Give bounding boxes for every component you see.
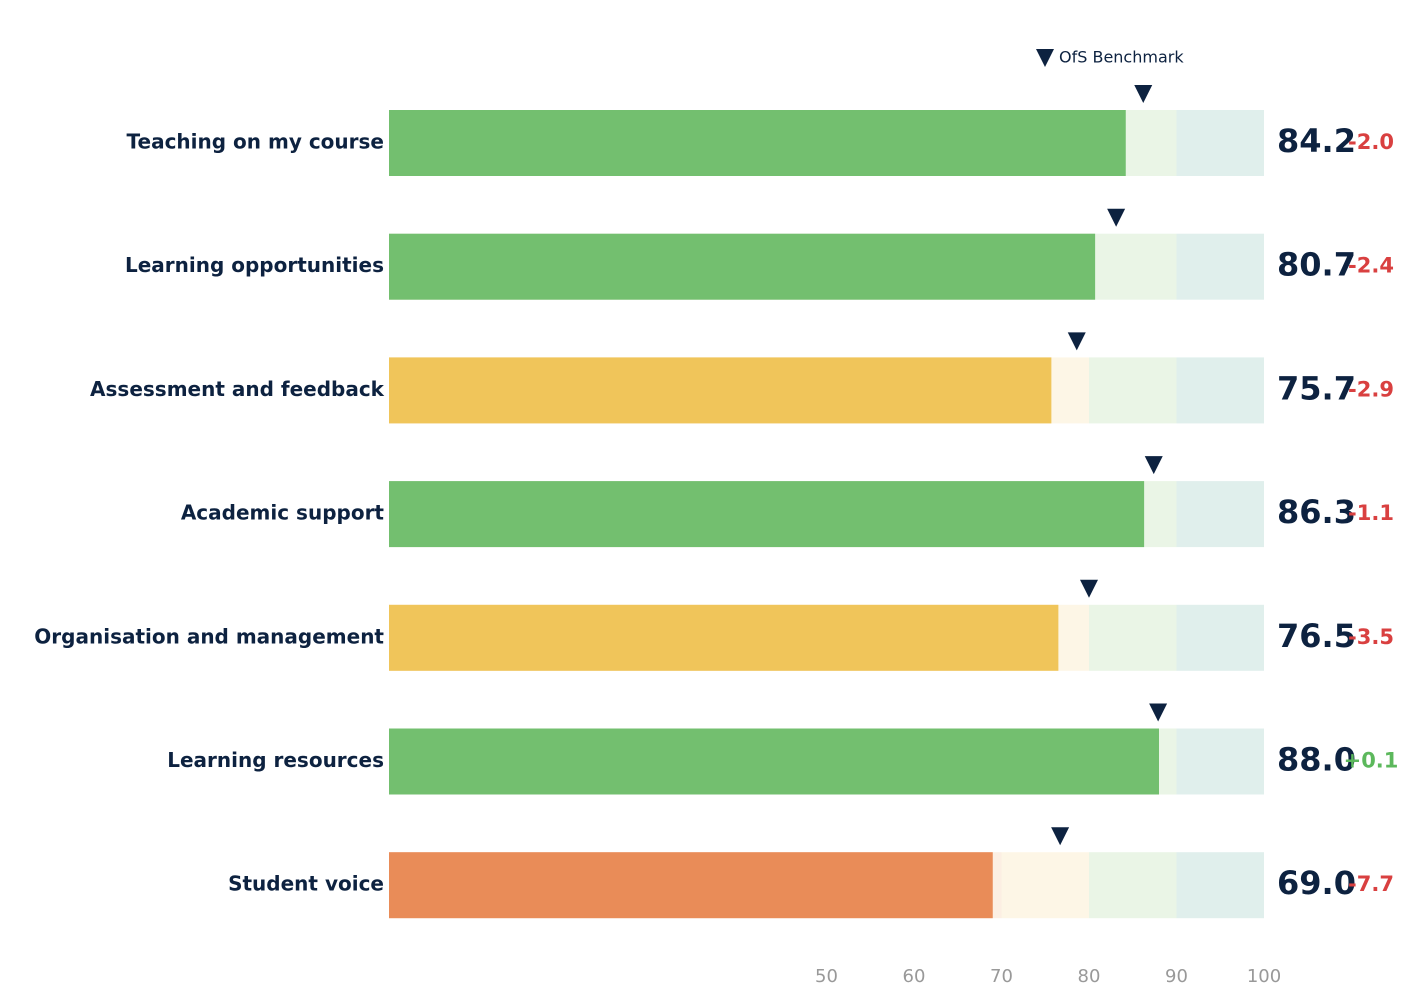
category-label: Organisation and management [34, 624, 384, 648]
difference-label: -2.0 [1348, 130, 1394, 154]
range-band [1089, 604, 1177, 671]
value-label: 88.0 [1277, 741, 1356, 779]
range-band [1001, 852, 1089, 919]
legend-marker [1036, 49, 1054, 67]
x-tick-label: 50 [815, 966, 838, 987]
range-band [1176, 852, 1264, 919]
difference-label: -3.5 [1348, 625, 1394, 649]
category-label: Learning resources [167, 748, 384, 772]
x-tick-label: 100 [1247, 966, 1281, 987]
range-band [1176, 357, 1264, 424]
benchmark-marker [1149, 703, 1168, 722]
difference-label: -2.9 [1348, 377, 1394, 401]
category-label: Academic support [181, 501, 385, 525]
range-band [1176, 604, 1264, 671]
benchmark-marker [1080, 579, 1098, 598]
benchmark-marker [1144, 456, 1163, 475]
category-label: Assessment and feedback [90, 377, 385, 401]
range-band [1089, 357, 1177, 424]
value-label: 84.2 [1277, 122, 1356, 160]
difference-label: -1.1 [1348, 501, 1394, 525]
value-label: 76.5 [1277, 617, 1356, 655]
range-band [1176, 481, 1264, 548]
bar [389, 728, 1159, 795]
category-label: Teaching on my course [127, 130, 384, 154]
category-label: Student voice [228, 872, 384, 896]
difference-label: -2.4 [1348, 254, 1394, 278]
value-label: 86.3 [1277, 493, 1356, 531]
x-tick-label: 60 [903, 966, 926, 987]
x-tick-label: 90 [1165, 966, 1188, 987]
legend-label: OfS Benchmark [1059, 48, 1184, 67]
range-band [1176, 728, 1264, 795]
range-band [1176, 110, 1264, 176]
bar [389, 110, 1126, 176]
x-tick-label: 70 [990, 966, 1013, 987]
x-tick-label: 80 [1078, 966, 1101, 987]
difference-label: -7.7 [1348, 872, 1394, 896]
range-band [1089, 852, 1177, 919]
value-label: 69.0 [1277, 864, 1356, 902]
benchmark-marker [1134, 85, 1153, 103]
value-label: 75.7 [1277, 369, 1356, 407]
difference-label: +0.1 [1344, 749, 1399, 773]
benchmark-marker [1067, 332, 1086, 351]
bar [389, 852, 993, 919]
bar [389, 233, 1096, 300]
bar [389, 357, 1052, 424]
range-band [1089, 233, 1177, 300]
category-label: Learning opportunities [125, 253, 384, 277]
bar [389, 481, 1145, 548]
benchmark-marker [1051, 827, 1070, 846]
benchmark-marker [1107, 208, 1126, 227]
range-band [1176, 233, 1264, 300]
bar [389, 604, 1059, 671]
value-label: 80.7 [1277, 246, 1356, 284]
